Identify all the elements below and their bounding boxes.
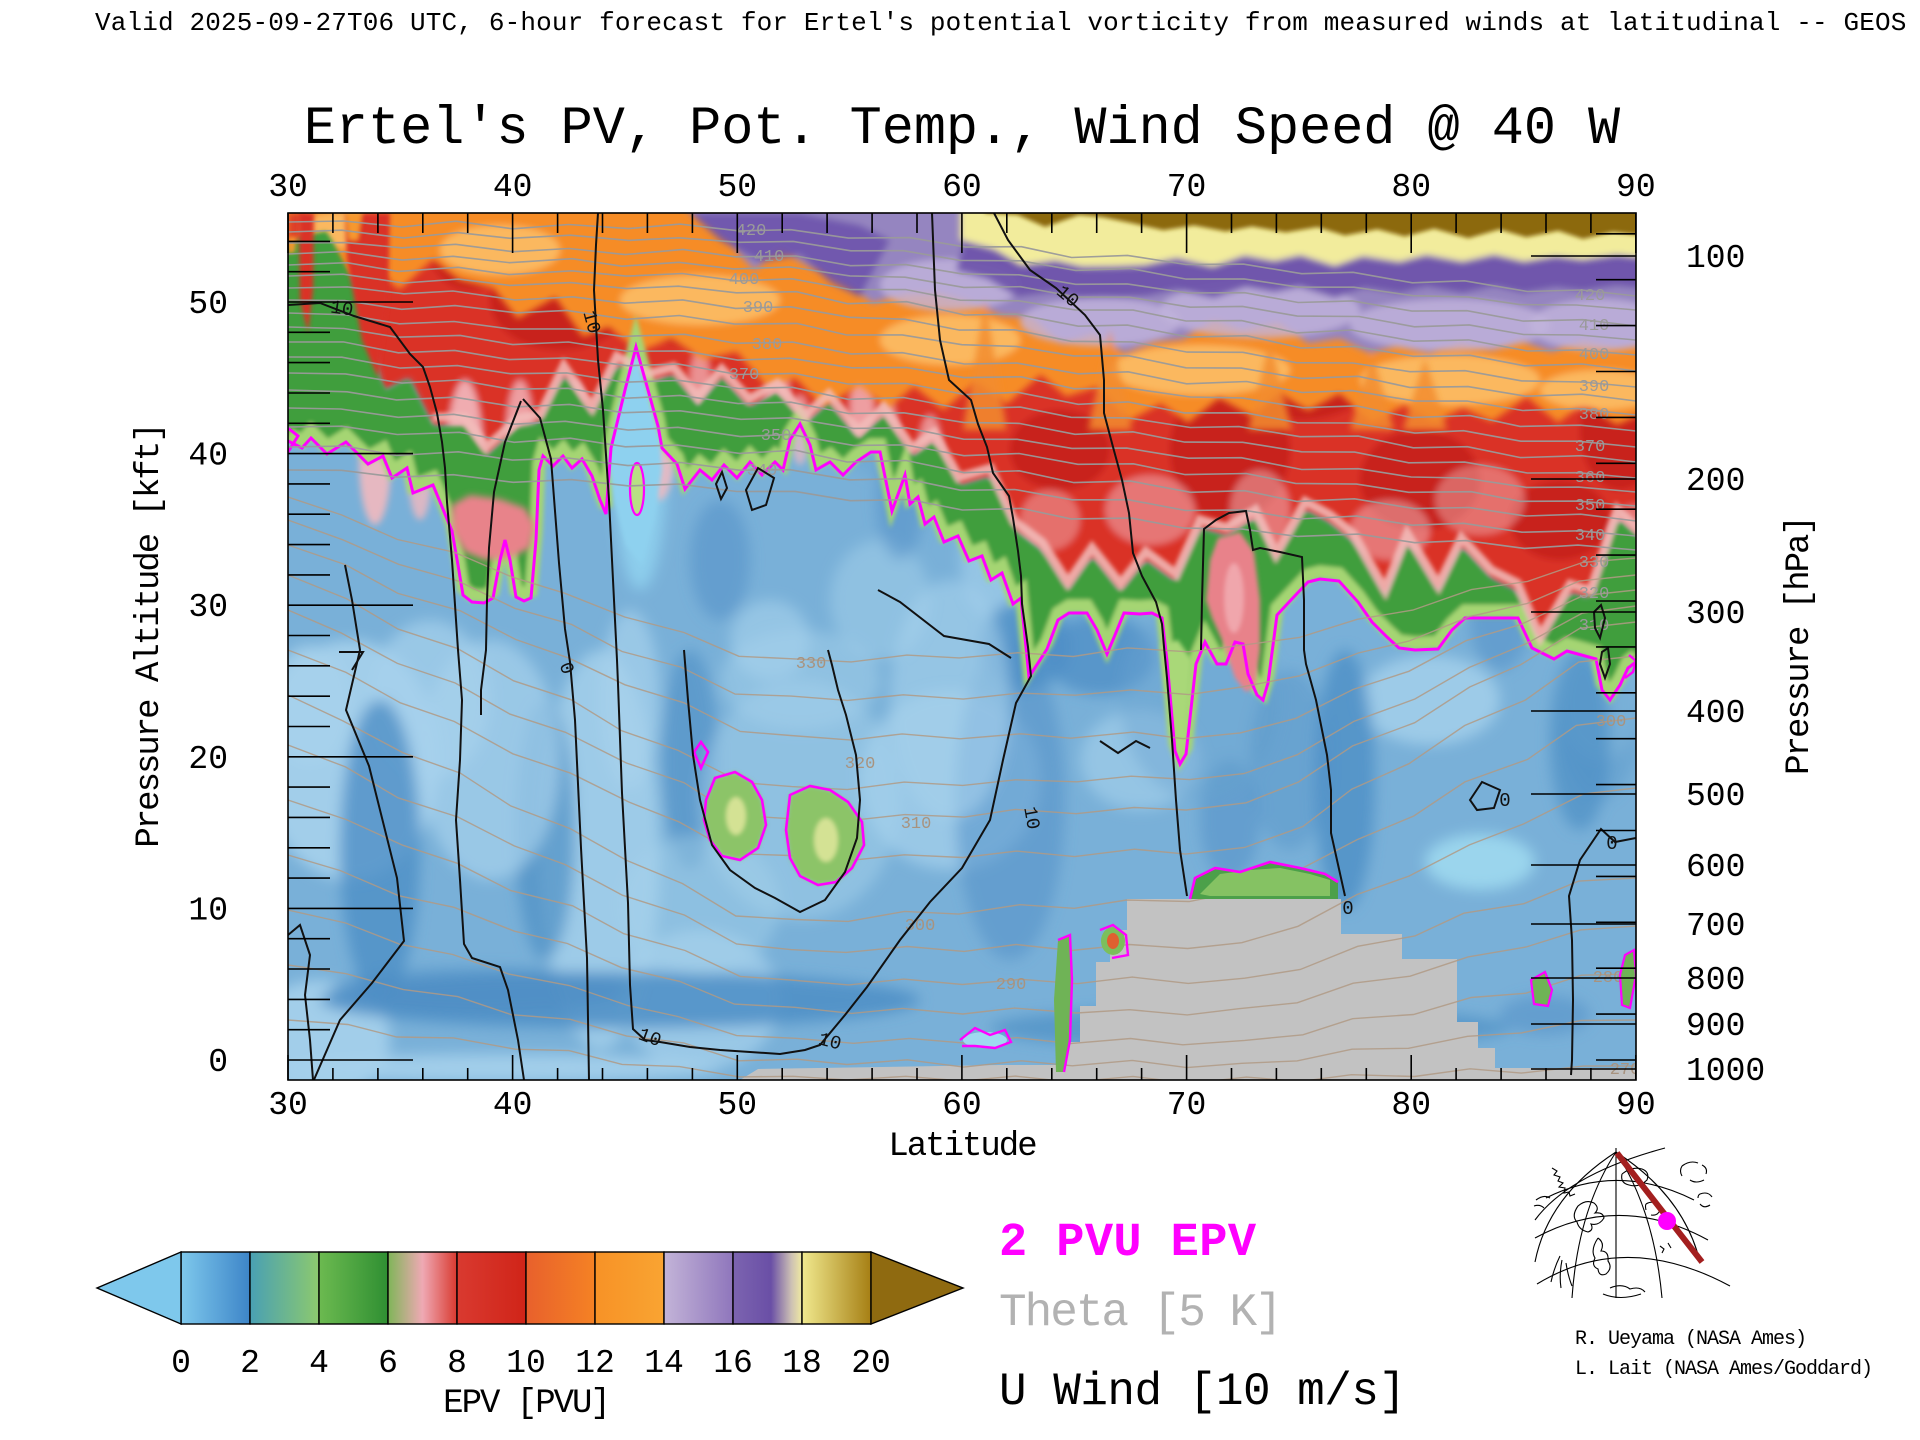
svg-text:340: 340 (1575, 527, 1606, 546)
svg-text:290: 290 (996, 976, 1027, 995)
svg-text:30: 30 (188, 589, 228, 626)
svg-text:350: 350 (1575, 497, 1606, 516)
svg-text:30: 30 (268, 169, 308, 206)
svg-text:410: 410 (1579, 317, 1610, 336)
svg-text:310: 310 (901, 815, 932, 834)
svg-text:10: 10 (329, 297, 355, 322)
svg-text:20: 20 (188, 741, 228, 778)
svg-text:800: 800 (1686, 962, 1745, 999)
svg-text:40: 40 (493, 1087, 533, 1124)
svg-text:90: 90 (1616, 1087, 1656, 1124)
svg-text:700: 700 (1686, 908, 1745, 945)
svg-text:Theta [5 K]: Theta [5 K] (999, 1287, 1281, 1339)
svg-text:420: 420 (1575, 287, 1606, 306)
svg-text:600: 600 (1686, 849, 1745, 886)
svg-text:60: 60 (942, 169, 982, 206)
svg-text:Ertel's PV, Pot. Temp., Wind S: Ertel's PV, Pot. Temp., Wind Speed @ 40 … (304, 99, 1621, 160)
svg-text:330: 330 (796, 655, 827, 674)
svg-text:40: 40 (493, 169, 533, 206)
svg-text:2 PVU EPV: 2 PVU EPV (999, 1217, 1257, 1270)
svg-text:Pressure Altitude [kft]: Pressure Altitude [kft] (131, 424, 169, 847)
svg-text:10: 10 (506, 1345, 546, 1382)
svg-text:L. Lait (NASA Ames/Goddard): L. Lait (NASA Ames/Goddard) (1575, 1358, 1872, 1381)
svg-text:300: 300 (1686, 596, 1745, 633)
svg-text:390: 390 (743, 299, 774, 318)
svg-text:370: 370 (729, 366, 760, 385)
svg-text:8: 8 (447, 1345, 467, 1382)
svg-text:90: 90 (1616, 169, 1656, 206)
svg-text:50: 50 (717, 169, 757, 206)
svg-text:R. Ueyama (NASA Ames): R. Ueyama (NASA Ames) (1575, 1328, 1806, 1351)
svg-text:0: 0 (171, 1345, 191, 1382)
svg-text:50: 50 (188, 286, 228, 323)
svg-text:40: 40 (188, 438, 228, 475)
svg-text:0: 0 (208, 1044, 228, 1081)
svg-text:500: 500 (1686, 778, 1745, 815)
svg-text:900: 900 (1686, 1008, 1745, 1045)
svg-text:4: 4 (309, 1345, 329, 1382)
svg-text:Valid 2025-09-27T06 UTC, 6-hou: Valid 2025-09-27T06 UTC, 6-hour forecast… (95, 8, 1907, 38)
svg-text:20: 20 (851, 1345, 891, 1382)
svg-text:350: 350 (761, 427, 792, 446)
svg-text:EPV [PVU]: EPV [PVU] (443, 1385, 609, 1423)
svg-text:380: 380 (1579, 406, 1610, 425)
svg-text:0: 0 (1499, 790, 1510, 812)
svg-text:380: 380 (752, 336, 783, 355)
svg-text:370: 370 (1575, 438, 1606, 457)
svg-text:80: 80 (1391, 169, 1431, 206)
svg-text:16: 16 (713, 1345, 753, 1382)
svg-text:100: 100 (1686, 240, 1745, 277)
svg-text:18: 18 (782, 1345, 822, 1382)
svg-text:60: 60 (942, 1087, 982, 1124)
svg-text:0: 0 (1342, 898, 1353, 920)
svg-text:320: 320 (1579, 585, 1610, 604)
svg-text:6: 6 (378, 1345, 398, 1382)
svg-text:10: 10 (1018, 805, 1044, 831)
svg-text:70: 70 (1167, 1087, 1207, 1124)
svg-text:80: 80 (1391, 1087, 1431, 1124)
svg-text:30: 30 (268, 1087, 308, 1124)
svg-text:300: 300 (1596, 713, 1627, 732)
svg-text:12: 12 (575, 1345, 615, 1382)
svg-text:390: 390 (1579, 378, 1610, 397)
svg-text:50: 50 (717, 1087, 757, 1124)
svg-text:330: 330 (1579, 554, 1610, 573)
svg-text:300: 300 (905, 917, 936, 936)
svg-text:410: 410 (754, 248, 785, 267)
svg-text:420: 420 (736, 222, 767, 241)
svg-text:320: 320 (845, 755, 876, 774)
svg-text:270: 270 (1610, 1061, 1641, 1080)
svg-text:Latitude: Latitude (888, 1128, 1036, 1166)
svg-text:14: 14 (644, 1345, 684, 1382)
svg-text:1000: 1000 (1686, 1053, 1765, 1090)
svg-text:2: 2 (240, 1345, 260, 1382)
svg-text:Pressure [hPa]: Pressure [hPa] (1781, 517, 1819, 775)
svg-text:70: 70 (1167, 169, 1207, 206)
svg-text:10: 10 (188, 892, 228, 929)
svg-text:200: 200 (1686, 463, 1745, 500)
svg-text:0: 0 (1606, 833, 1617, 855)
svg-text:400: 400 (1579, 346, 1610, 365)
svg-text:U Wind [10 m/s]: U Wind [10 m/s] (999, 1366, 1406, 1418)
svg-text:400: 400 (1686, 695, 1745, 732)
svg-text:400: 400 (729, 271, 760, 290)
